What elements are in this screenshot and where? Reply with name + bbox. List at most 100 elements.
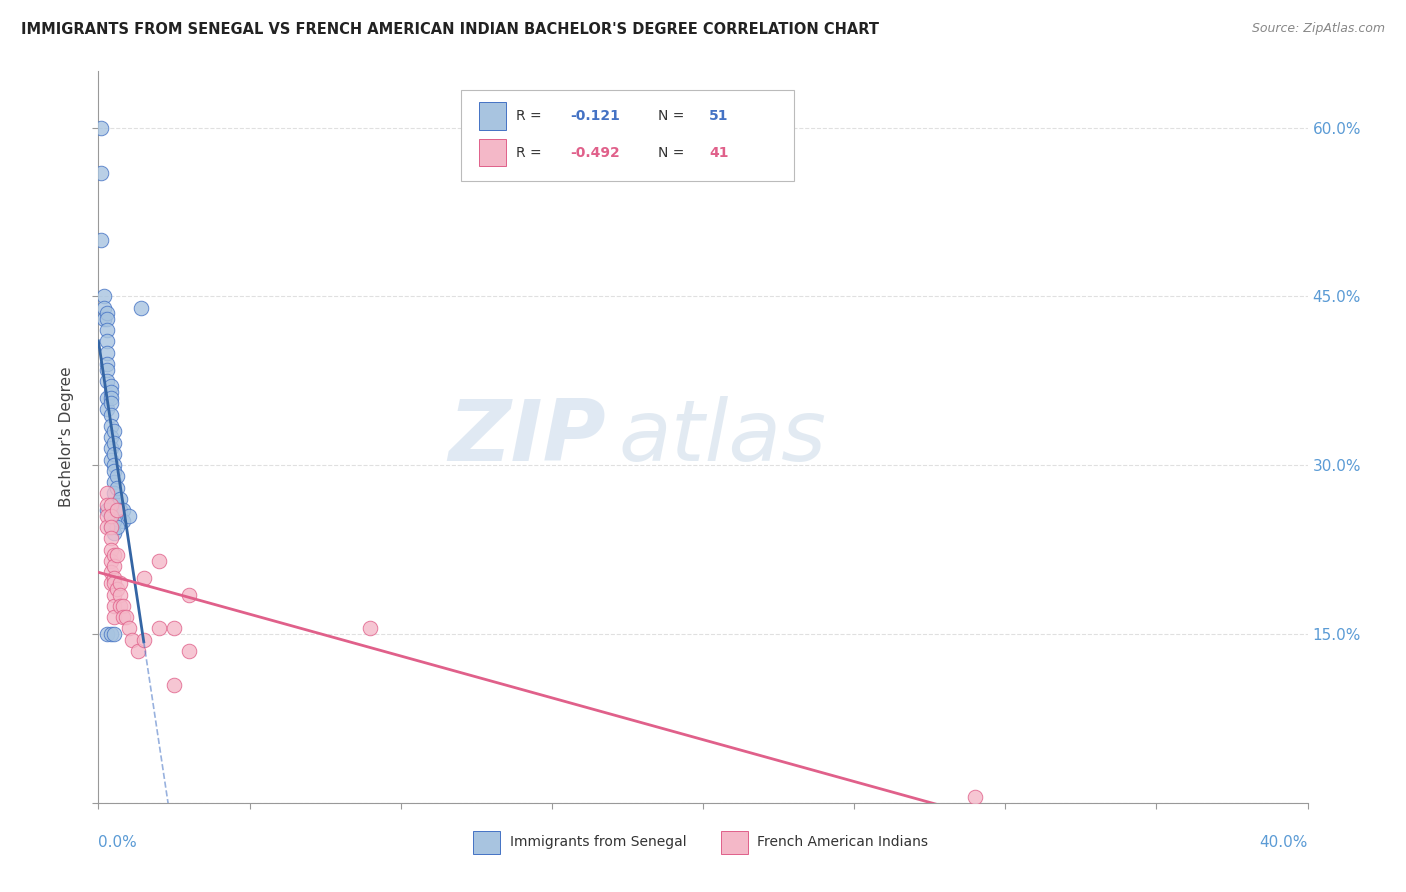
Point xyxy=(108,503,131,517)
Point xyxy=(90,120,112,135)
Point xyxy=(103,571,125,585)
Point xyxy=(103,447,125,461)
Point xyxy=(103,559,125,574)
Point xyxy=(105,520,128,534)
Point xyxy=(100,532,122,546)
Point xyxy=(100,627,122,641)
Point xyxy=(96,312,118,326)
Point xyxy=(100,391,122,405)
Text: 41: 41 xyxy=(709,145,728,160)
Point xyxy=(96,357,118,371)
Point xyxy=(100,408,122,422)
Point xyxy=(96,520,118,534)
Point xyxy=(100,565,122,579)
Point xyxy=(108,491,131,506)
Point xyxy=(90,233,112,247)
Point xyxy=(93,312,115,326)
Point xyxy=(111,503,134,517)
Point xyxy=(100,576,122,591)
Point xyxy=(111,610,134,624)
Point xyxy=(114,610,136,624)
Point xyxy=(103,435,125,450)
Point xyxy=(96,401,118,416)
Point xyxy=(96,323,118,337)
Point xyxy=(90,166,112,180)
Point xyxy=(100,430,122,444)
Point xyxy=(118,621,141,635)
Point xyxy=(105,498,128,512)
Bar xyxy=(479,102,506,130)
Text: 0.0%: 0.0% xyxy=(98,835,138,850)
Text: N =: N = xyxy=(658,109,685,123)
Point xyxy=(179,588,201,602)
Point xyxy=(96,345,118,359)
FancyBboxPatch shape xyxy=(461,90,793,181)
Point xyxy=(96,508,118,523)
Bar xyxy=(721,830,748,854)
Point xyxy=(96,374,118,388)
Point xyxy=(93,289,115,303)
Text: R =: R = xyxy=(516,145,541,160)
Point xyxy=(100,520,122,534)
Text: ZIP: ZIP xyxy=(449,395,606,479)
Point xyxy=(129,301,152,315)
Bar xyxy=(474,830,501,854)
Point xyxy=(96,486,118,500)
Point xyxy=(105,582,128,596)
Point xyxy=(118,508,141,523)
Point xyxy=(163,621,186,635)
Point xyxy=(96,627,118,641)
Point xyxy=(100,442,122,456)
Text: N =: N = xyxy=(658,145,685,160)
Point xyxy=(127,644,149,658)
Text: 51: 51 xyxy=(709,109,728,123)
Point xyxy=(105,548,128,562)
Point xyxy=(103,610,125,624)
Bar xyxy=(479,138,506,167)
Point xyxy=(132,571,155,585)
Point xyxy=(965,790,987,805)
Point xyxy=(148,621,170,635)
Point xyxy=(163,678,186,692)
Point xyxy=(108,576,131,591)
Point xyxy=(96,391,118,405)
Text: Source: ZipAtlas.com: Source: ZipAtlas.com xyxy=(1251,22,1385,36)
Point xyxy=(100,418,122,433)
Point xyxy=(103,599,125,613)
Point xyxy=(96,498,118,512)
Text: -0.492: -0.492 xyxy=(569,145,620,160)
Point xyxy=(111,515,134,529)
Point xyxy=(93,301,115,315)
Point xyxy=(103,576,125,591)
Point xyxy=(103,515,125,529)
Point xyxy=(360,621,382,635)
Point xyxy=(103,425,125,439)
Point xyxy=(103,548,125,562)
Point xyxy=(179,644,201,658)
Point xyxy=(105,469,128,483)
Text: R =: R = xyxy=(516,109,541,123)
Point xyxy=(105,503,128,517)
Y-axis label: Bachelor's Degree: Bachelor's Degree xyxy=(59,367,75,508)
Point xyxy=(100,520,122,534)
Point xyxy=(103,627,125,641)
Point xyxy=(100,498,122,512)
Text: atlas: atlas xyxy=(619,395,827,479)
Point xyxy=(108,599,131,613)
Text: 40.0%: 40.0% xyxy=(1260,835,1308,850)
Point xyxy=(100,542,122,557)
Point xyxy=(96,306,118,320)
Point xyxy=(103,458,125,473)
Point xyxy=(103,475,125,489)
Point xyxy=(100,508,122,523)
Point xyxy=(96,503,118,517)
Point xyxy=(121,632,143,647)
Point xyxy=(108,588,131,602)
Point xyxy=(105,481,128,495)
Point xyxy=(103,588,125,602)
Text: IMMIGRANTS FROM SENEGAL VS FRENCH AMERICAN INDIAN BACHELOR'S DEGREE CORRELATION : IMMIGRANTS FROM SENEGAL VS FRENCH AMERIC… xyxy=(21,22,879,37)
Point xyxy=(96,362,118,376)
Text: -0.121: -0.121 xyxy=(569,109,620,123)
Point xyxy=(100,508,122,523)
Point xyxy=(132,632,155,647)
